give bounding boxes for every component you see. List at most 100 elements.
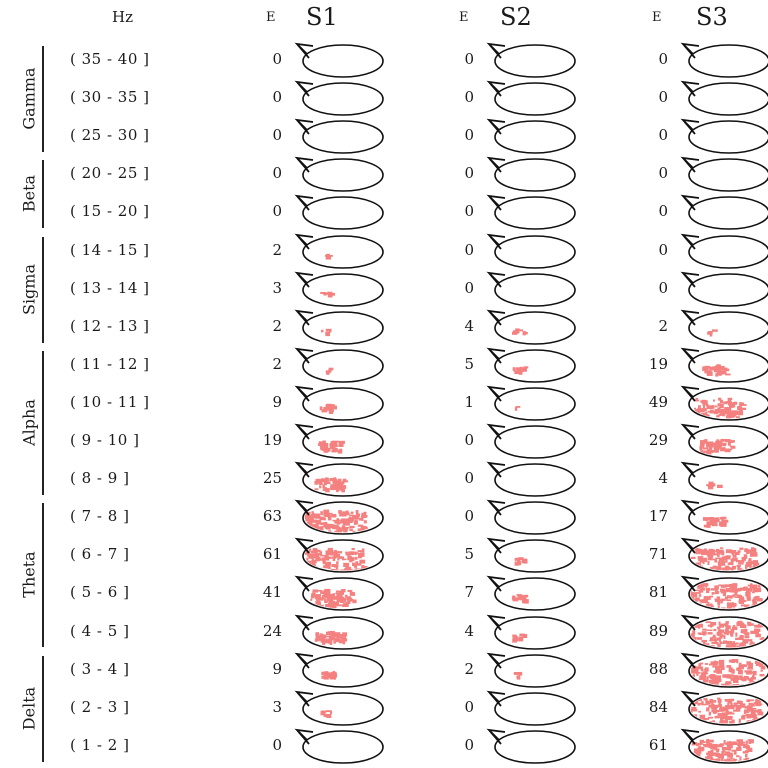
electrode-count: 49	[648, 392, 668, 411]
electrode-count: 0	[658, 126, 668, 145]
electrode-count: 0	[464, 240, 474, 259]
nose-marker-icon	[294, 309, 314, 326]
activation-region	[320, 709, 333, 718]
brain-topography-icon	[680, 42, 768, 78]
nose-marker-icon	[294, 195, 314, 211]
subject-title: S1	[306, 3, 338, 31]
electrode-count: 0	[658, 240, 668, 259]
subject-title: S2	[500, 3, 532, 31]
brain-topography-icon	[486, 385, 576, 421]
electrode-count: 0	[272, 88, 282, 107]
nose-marker-icon	[680, 157, 700, 173]
frequency-range-label: ( 9 - 10 ]	[70, 431, 140, 449]
frequency-range-label: ( 12 - 13 ]	[70, 316, 150, 335]
electrode-count: 3	[272, 697, 282, 716]
nose-marker-icon	[294, 118, 314, 135]
electrode-count: 0	[658, 50, 668, 68]
brain-topography-icon	[680, 652, 768, 688]
electrode-count: 5	[464, 354, 474, 373]
brain-topography-icon	[486, 728, 576, 764]
brain-topography-icon	[294, 728, 384, 764]
nose-marker-icon	[680, 690, 700, 707]
electrode-count: 24	[262, 621, 282, 640]
brain-topography-icon	[680, 118, 768, 154]
electrode-count: 0	[464, 202, 474, 221]
band-bracket-line	[42, 46, 44, 153]
nose-marker-icon	[680, 309, 700, 326]
brain-topography-icon	[680, 80, 768, 116]
electrode-count: 4	[464, 621, 474, 640]
brain-topography-icon	[294, 499, 384, 535]
nose-marker-icon	[486, 690, 506, 707]
activation-region	[699, 438, 736, 455]
nose-marker-icon	[680, 499, 700, 516]
electrode-count: 2	[658, 316, 668, 335]
band-label: Alpha	[19, 399, 39, 446]
activation-region	[314, 630, 348, 645]
frequency-range-label: ( 8 - 9 ]	[70, 469, 130, 488]
frequency-range-label: ( 7 - 8 ]	[70, 507, 130, 526]
brain-topography-icon	[294, 118, 384, 154]
electrode-count: 2	[272, 354, 282, 373]
nose-marker-icon	[294, 728, 314, 745]
frequency-range-label: ( 14 - 15 ]	[70, 240, 150, 259]
activation-region	[314, 477, 348, 493]
electrode-count: 2	[272, 240, 282, 259]
electrode-count: 9	[272, 659, 282, 678]
brain-topography-icon	[294, 42, 384, 78]
band-bracket-line	[42, 503, 44, 648]
nose-marker-icon	[486, 42, 506, 59]
brain-topography-icon	[680, 157, 768, 193]
nose-marker-icon	[294, 461, 314, 478]
nose-marker-icon	[294, 385, 314, 402]
activation-region	[320, 291, 335, 297]
frequency-range-label: ( 6 - 7 ]	[70, 545, 130, 564]
electrode-count: 25	[262, 469, 282, 488]
electrode-count: 61	[648, 735, 668, 754]
brain-topography-icon	[680, 233, 768, 269]
brain-topography-icon	[680, 576, 768, 612]
brain-topography-icon	[294, 271, 384, 307]
nose-marker-icon	[294, 690, 314, 707]
activation-region	[310, 589, 357, 609]
brain-topography-icon	[294, 385, 384, 421]
nose-marker-icon	[486, 576, 506, 592]
nose-marker-icon	[486, 157, 506, 173]
electrode-count: 7	[464, 583, 474, 602]
nose-marker-icon	[294, 652, 314, 669]
nose-marker-icon	[486, 499, 506, 516]
frequency-range-label: ( 2 - 3 ]	[70, 697, 130, 716]
nose-marker-icon	[294, 614, 314, 631]
brain-topography-icon	[486, 461, 576, 497]
nose-marker-icon	[486, 233, 506, 250]
brain-topography-icon	[294, 614, 384, 650]
electrode-count: 0	[464, 278, 474, 297]
brain-topography-icon	[294, 80, 384, 116]
electrode-count: 29	[648, 431, 668, 449]
brain-topography-icon	[680, 614, 768, 650]
brain-topography-icon	[680, 538, 768, 574]
frequency-range-label: ( 15 - 20 ]	[70, 202, 150, 221]
electrode-count: 0	[464, 469, 474, 488]
electrode-count: 2	[272, 316, 282, 335]
nose-marker-icon	[486, 118, 506, 135]
brain-topography-icon	[486, 271, 576, 307]
nose-marker-icon	[486, 385, 506, 402]
frequency-range-label: ( 5 - 6 ]	[70, 583, 130, 602]
nose-marker-icon	[486, 538, 506, 554]
nose-marker-icon	[486, 461, 506, 478]
electrode-count: 0	[658, 88, 668, 107]
electrode-count: 0	[658, 164, 668, 183]
nose-marker-icon	[294, 157, 314, 173]
electrode-count: 2	[464, 659, 474, 678]
electrode-count: 0	[464, 50, 474, 68]
activation-region	[702, 516, 729, 529]
electrode-count: 0	[464, 431, 474, 449]
frequency-range-label: ( 10 - 11 ]	[70, 392, 150, 411]
nose-marker-icon	[486, 614, 506, 631]
electrode-count: 0	[272, 202, 282, 221]
band-bracket-line	[42, 350, 44, 496]
electrode-count: 0	[464, 507, 474, 526]
activation-region	[512, 633, 528, 643]
electrode-count: 0	[272, 126, 282, 145]
